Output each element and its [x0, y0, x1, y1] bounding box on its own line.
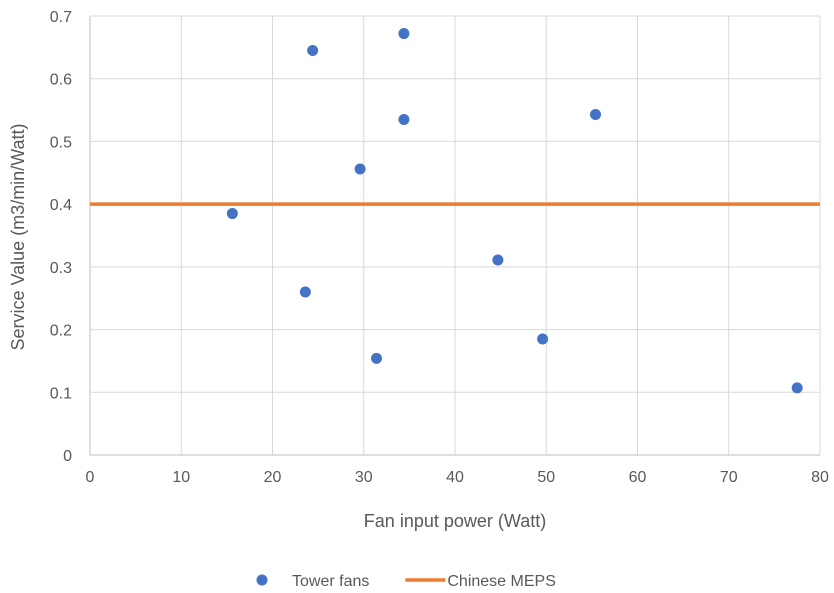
- legend-label: Tower fans: [292, 573, 369, 590]
- y-tick-label: 0.7: [50, 9, 72, 26]
- x-tick-label: 40: [446, 469, 464, 486]
- axes: 0 10 20 30 40 50 60 70 80 0 0.1 0.2 0.3 0.4 0.5 0.6 0.7: [50, 9, 829, 486]
- x-tick-label: 60: [629, 469, 647, 486]
- x-tick-label: 30: [355, 469, 373, 486]
- data-point: [398, 28, 410, 40]
- data-point: [791, 382, 803, 394]
- y-axis-title: Service Value (m3/min/Watt): [8, 123, 28, 350]
- data-point: [371, 352, 383, 364]
- y-tick-label: 0.3: [50, 260, 72, 277]
- data-point: [492, 254, 504, 266]
- y-tick-label: 0: [63, 448, 72, 465]
- y-tick-label: 0.5: [50, 134, 72, 151]
- x-tick-label: 10: [172, 469, 190, 486]
- x-tick-label: 80: [811, 469, 829, 486]
- legend-marker-dot: [256, 574, 268, 586]
- y-tick-label: 0.4: [50, 197, 72, 214]
- data-point: [307, 44, 319, 56]
- x-tick-label: 70: [720, 469, 738, 486]
- data-point: [537, 333, 549, 345]
- y-tick-label: 0.1: [50, 385, 72, 402]
- x-tick-label: 50: [537, 469, 555, 486]
- data-point: [299, 286, 311, 298]
- data-point: [226, 208, 238, 220]
- data-point: [590, 108, 602, 120]
- x-axis-title: Fan input power (Watt): [364, 511, 546, 531]
- grid: [89, 15, 821, 456]
- x-tick-label: 0: [86, 469, 95, 486]
- data-point: [398, 113, 410, 125]
- legend: Tower fans Chinese MEPS: [256, 573, 556, 590]
- y-tick-label: 0.6: [50, 72, 72, 89]
- series: [90, 28, 820, 394]
- y-tick-label: 0.2: [50, 323, 72, 340]
- x-tick-label: 20: [264, 469, 282, 486]
- legend-label: Chinese MEPS: [447, 573, 556, 590]
- data-point: [354, 163, 366, 175]
